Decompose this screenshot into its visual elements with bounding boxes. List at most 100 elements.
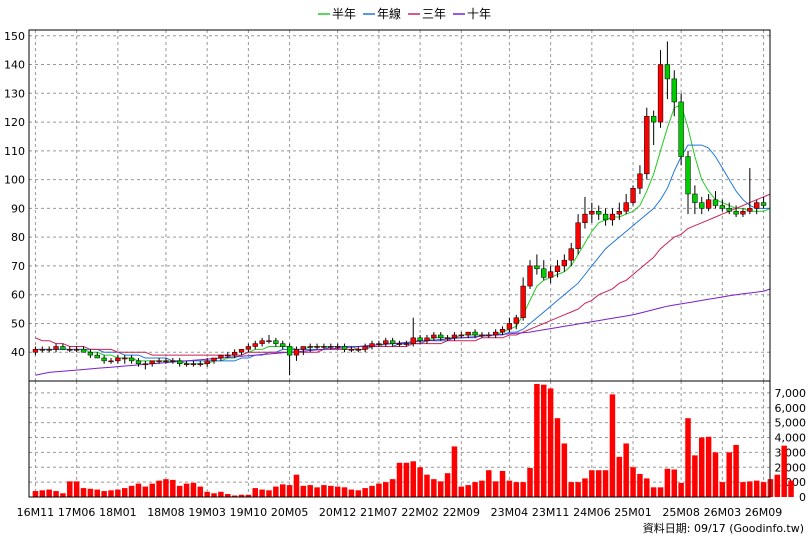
candlestick — [506, 317, 513, 333]
volume-bar — [135, 483, 142, 497]
candlestick — [431, 332, 437, 341]
price-tick-label: 50 — [11, 317, 25, 330]
volume-bar — [541, 384, 547, 497]
volume-bar — [53, 491, 59, 497]
candlestick — [170, 357, 176, 364]
volume-bar — [458, 486, 465, 497]
candlestick — [410, 317, 416, 347]
candlestick — [389, 337, 396, 347]
volume-bar — [314, 487, 320, 497]
volume-bar — [396, 462, 403, 497]
candlestick — [541, 260, 547, 281]
volume-bar — [355, 490, 362, 497]
candlestick — [128, 355, 135, 364]
volume-bar — [389, 479, 396, 497]
volume-bar — [740, 482, 746, 497]
volume-bars — [32, 383, 794, 497]
volume-bar — [341, 487, 348, 497]
volume-bar — [87, 488, 94, 497]
volume-bar — [211, 493, 217, 497]
volume-bar — [705, 436, 712, 497]
volume-bar — [94, 489, 101, 497]
volume-bar — [520, 482, 526, 497]
volume-bar — [245, 494, 252, 497]
candlestick — [122, 355, 128, 364]
candlestick — [286, 343, 293, 376]
candlestick — [733, 205, 739, 218]
candlestick — [190, 360, 197, 367]
volume-bar — [623, 443, 629, 497]
price-tick-label: 80 — [11, 231, 25, 244]
candlestick — [376, 340, 382, 347]
candlestick — [348, 346, 355, 353]
candlestick — [211, 357, 217, 364]
candlestick — [602, 208, 609, 226]
data-date-label: 資料日期: 09/17 (Goodinfo.tw) — [643, 521, 804, 535]
candlestick — [568, 242, 574, 266]
candlestick — [623, 193, 629, 215]
candlestick — [575, 214, 581, 255]
volume-tick-label: 0 — [799, 491, 806, 504]
candlestick — [225, 352, 231, 358]
candlestick — [39, 346, 45, 353]
volume-bar — [156, 480, 162, 497]
price-tick-label: 130 — [4, 87, 25, 100]
candlestick — [657, 50, 664, 128]
volume-bar — [698, 437, 705, 497]
candlestick — [300, 346, 306, 356]
volume-bar — [650, 487, 657, 497]
candlestick — [259, 337, 265, 347]
candlestick — [424, 334, 430, 344]
volume-bar — [534, 383, 540, 497]
volume-tick-label: 7,000 — [775, 387, 807, 400]
volume-bar — [39, 490, 46, 497]
volume-bar — [67, 481, 73, 497]
volume-bar — [170, 479, 176, 497]
volume-bar — [190, 482, 197, 497]
volume-bar — [664, 468, 671, 497]
candlesticks — [32, 41, 767, 376]
volume-bar — [348, 489, 355, 497]
volume-bar — [231, 495, 238, 497]
volume-bar — [60, 493, 66, 497]
x-tick-label: 25M01 — [614, 506, 652, 519]
volume-bar — [637, 473, 643, 497]
ma-line — [35, 193, 771, 356]
candlestick — [705, 193, 712, 212]
candlestick — [115, 355, 121, 364]
volume-bar — [218, 491, 224, 497]
candlestick — [726, 202, 732, 215]
x-tick-label: 17M06 — [58, 506, 96, 519]
price-tick-label: 150 — [4, 30, 25, 43]
x-tick-label: 25M08 — [662, 506, 700, 519]
volume-bar — [644, 478, 650, 497]
candlestick — [719, 199, 726, 212]
volume-bar — [547, 388, 554, 497]
candlestick — [712, 191, 719, 209]
candlestick — [403, 340, 410, 347]
price-tick-label: 120 — [4, 116, 25, 129]
candlestick — [355, 346, 361, 353]
volume-bar — [328, 485, 334, 497]
candlestick — [760, 196, 767, 209]
price-y-axis: 40 50 60 70 80 90 100 110 120 130 140 150 — [4, 30, 25, 359]
x-tick-label: 24M06 — [573, 506, 611, 519]
candlestick — [328, 343, 334, 350]
candlestick — [314, 343, 320, 350]
volume-bar — [781, 445, 787, 497]
candlestick — [589, 202, 595, 223]
volume-tick-label: 4,000 — [775, 432, 807, 445]
volume-bar — [719, 482, 726, 497]
volume-bar — [176, 485, 183, 497]
price-tick-label: 100 — [4, 174, 25, 187]
x-tick-label: 26M03 — [704, 506, 742, 519]
x-tick-label: 23M11 — [532, 506, 570, 519]
candlestick — [67, 346, 73, 353]
candlestick — [747, 168, 753, 215]
volume-bar — [369, 485, 375, 497]
price-tick-label: 90 — [11, 202, 25, 215]
volume-bar — [561, 443, 568, 497]
candlestick — [177, 357, 183, 367]
volume-bar — [671, 469, 678, 497]
candlestick — [80, 346, 87, 353]
